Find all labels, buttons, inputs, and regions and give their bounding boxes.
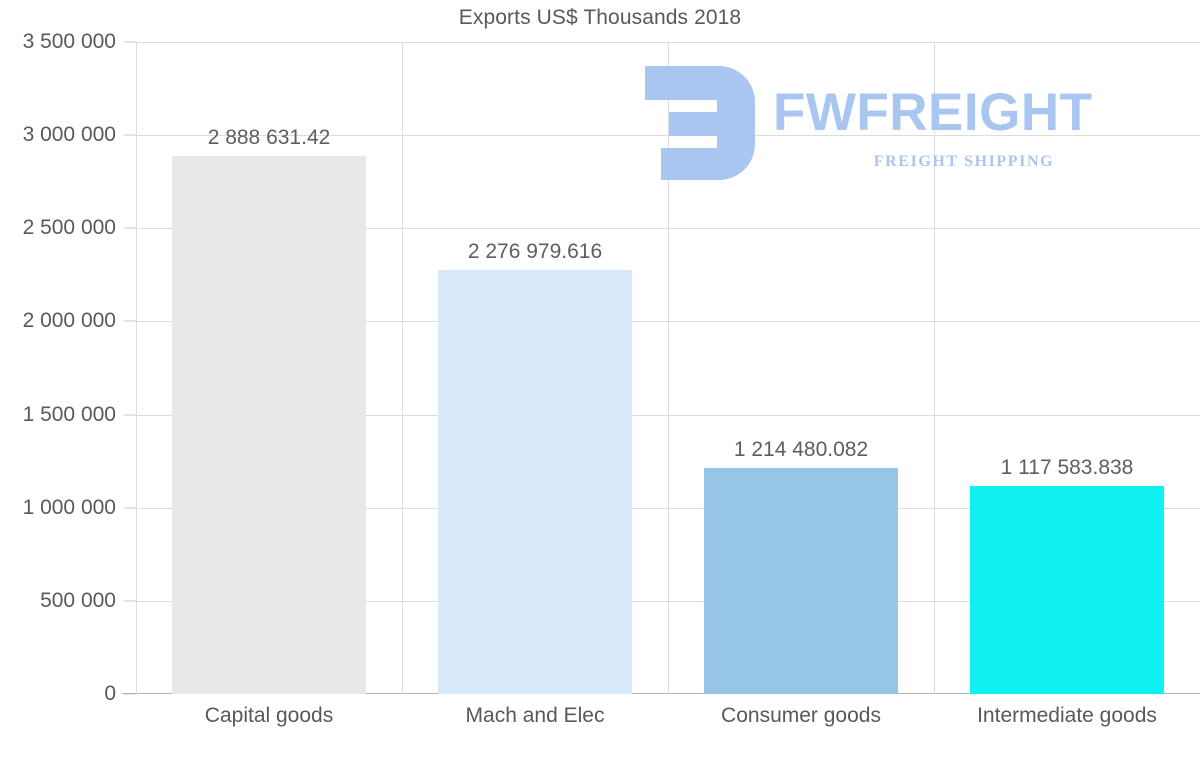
x-axis-category-label: Intermediate goods	[977, 704, 1157, 727]
bar-value-label: 2 276 979.616	[467, 239, 603, 263]
y-axis-tick-mark	[124, 414, 136, 416]
y-axis-tick-label: 3 500 000	[22, 30, 116, 53]
gridline-vertical	[136, 42, 137, 694]
x-axis-category-label: Capital goods	[204, 704, 334, 727]
y-axis-tick-mark	[124, 600, 136, 602]
y-axis-tick-label: 0	[104, 682, 116, 705]
x-axis-category-label: Mach and Elec	[465, 704, 605, 727]
y-axis: 3 500 000 3 000 000 2 500 000 2 000 000 1 50…	[0, 30, 136, 705]
y-axis-tick-mark	[124, 320, 136, 322]
y-axis-tick-label: 3 000 000	[22, 123, 116, 147]
plot-area: 2 888 631.42 2 276 979.616 1 214 480.082 1 …	[122, 42, 1200, 694]
y-axis-tick-mark	[124, 134, 136, 136]
x-axis-category-label: Consumer goods	[721, 704, 881, 727]
bar-value-label: 1 214 480.082	[733, 437, 869, 461]
y-axis-tick-mark	[124, 41, 136, 43]
bar[interactable]: 1 214 480.082	[704, 438, 898, 694]
bar[interactable]: 2 888 631.42	[172, 126, 366, 694]
chart-title: Exports US$ Thousands 2018	[458, 6, 742, 29]
gridline-vertical	[934, 42, 935, 694]
bar[interactable]: 2 276 979.616	[438, 240, 632, 694]
bar-value-label: 2 888 631.42	[207, 125, 331, 149]
y-axis-tick-label: 1 500 000	[22, 402, 116, 426]
y-axis-tick-mark	[124, 693, 136, 695]
y-axis-tick-mark	[124, 227, 136, 229]
gridline-vertical	[402, 42, 403, 694]
gridline-vertical	[668, 42, 669, 694]
x-axis-baseline	[122, 693, 1200, 694]
y-axis-tick-label: 1 000 000	[22, 495, 116, 519]
y-axis-tick-mark	[124, 507, 136, 509]
bar[interactable]: 1 117 583.838	[970, 456, 1164, 694]
x-axis: Capital goods Mach and Elec Consumer goods…	[136, 700, 1200, 750]
y-axis-tick-label: 2 500 000	[22, 216, 116, 240]
bar-value-label: 1 117 583.838	[1000, 455, 1134, 479]
y-axis-tick-label: 500 000	[40, 588, 116, 612]
y-axis-tick-label: 2 000 000	[22, 309, 116, 333]
